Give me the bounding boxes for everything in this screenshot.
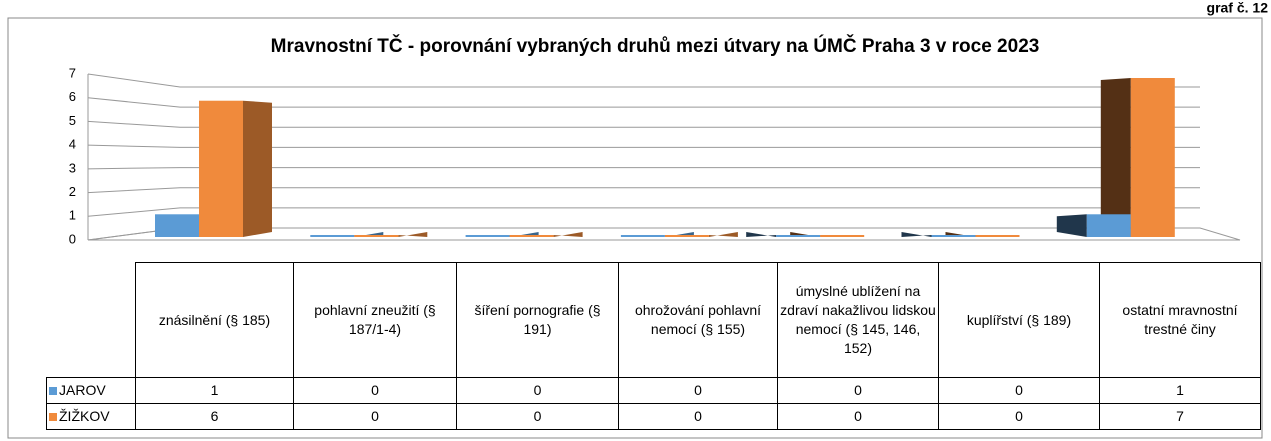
bar [664,235,709,237]
y-tick-label: 5 [69,113,76,128]
y-tick-label: 0 [69,231,76,246]
table-value: 0 [777,377,939,404]
bar-side [708,232,738,237]
grid-line [87,120,1200,128]
y-tick-label: 4 [69,137,76,152]
bar-side [1100,78,1131,237]
bar-side [746,232,777,237]
grid-line [87,207,1200,217]
table-value: 0 [938,403,1100,430]
category-header: ostatní mravnostní trestné činy [1099,262,1261,378]
category-header: znásilnění (§ 185) [135,262,294,378]
legend-swatch [49,412,57,421]
grid-line [87,167,1200,170]
bar-side [553,232,583,237]
category-header: ohrožování pohlavní nemocí (§ 155) [618,262,778,378]
category-header: kuplířství (§ 189) [938,262,1100,378]
bar-side [243,100,272,237]
table-value: 0 [456,377,619,404]
y-tick-label: 2 [69,184,76,199]
y-tick-label: 6 [69,89,76,104]
table-value: 0 [777,403,939,430]
table-value: 0 [618,377,778,404]
table-value: 6 [135,403,294,430]
y-tick-label: 1 [69,208,76,223]
legend-entry: JAROV [46,377,136,404]
figure-label: graf č. 12 [1207,0,1269,16]
category-header: šíření pornografie (§ 191) [456,262,619,378]
table-value: 0 [293,403,457,430]
grid-line [87,187,1200,194]
table-value: 0 [293,377,457,404]
bar [931,235,976,237]
bar [354,235,399,237]
bar-side [901,232,932,237]
bar-side [398,232,428,237]
table-value: 7 [1099,403,1261,430]
table-value: 0 [456,403,619,430]
chart-frame [7,17,1263,439]
legend-label: ŽIŽKOV [59,408,110,424]
bar [820,235,865,237]
bar [465,235,510,237]
bar [620,235,665,237]
table-value: 0 [938,377,1100,404]
bar [509,235,554,237]
grid-line [87,73,1200,88]
table-value: 1 [1099,377,1261,404]
legend-label: JAROV [59,382,106,398]
category-header: úmyslné ublížení na zdraví nakažlivou li… [777,262,939,378]
table-value: 0 [618,403,778,430]
legend-swatch [49,386,57,395]
bar [199,100,243,237]
y-tick-label: 7 [69,65,76,80]
bar [1130,78,1175,237]
bar [310,235,355,237]
bar [155,214,199,237]
bar [975,235,1020,237]
legend-entry: ŽIŽKOV [46,403,136,430]
table-value: 1 [135,377,294,404]
bar [1086,214,1131,237]
bar-side [1056,214,1087,237]
bar [776,235,821,237]
grid-line [87,97,1200,108]
category-header: pohlavní zneužití (§ 187/1-4) [293,262,457,378]
chart-title: Mravnostní TČ - porovnání vybraných druh… [271,35,1040,57]
y-tick-label: 3 [69,160,76,175]
grid-line [87,144,1200,148]
